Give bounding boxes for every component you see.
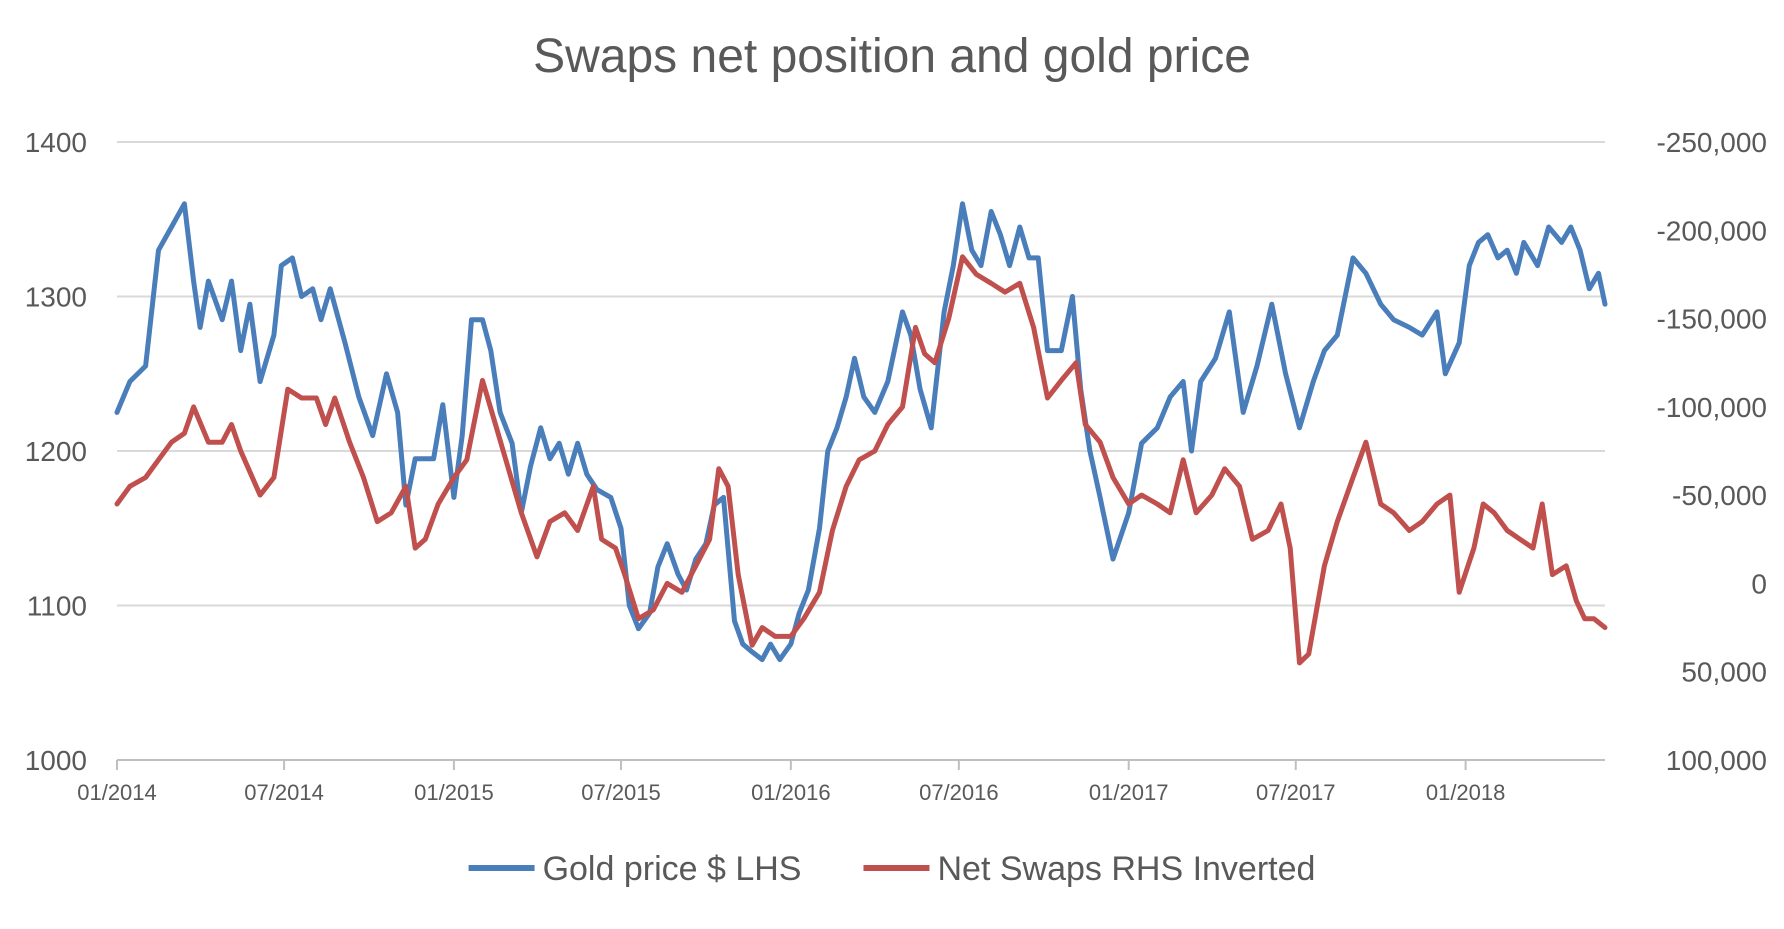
y-left-tick-label: 1300 [25,282,87,313]
y-left-tick-label: 1200 [25,436,87,467]
y-left-tick-label: 1000 [25,745,87,776]
axes: 1000 1100 1200 1300 1400 -250,000 -200,000 -150… [25,127,1767,805]
y-right-tick-label: 0 [1751,568,1767,599]
y-left-tick-label: 1400 [25,127,87,158]
x-tick-label: 07/2014 [244,780,324,805]
y-right-tick-label: -150,000 [1656,304,1767,335]
gridlines [117,141,1605,761]
y-right-tick-label: -200,000 [1656,215,1767,246]
series-line-net-swaps [114,254,1608,666]
x-tick-label: 01/2016 [751,780,831,805]
legend-label: Gold price $ LHS [543,850,802,888]
x-tick-label: 07/2016 [919,780,999,805]
y-right-tick-label: -50,000 [1672,480,1767,511]
y-right-tick-label: 50,000 [1681,657,1767,688]
y-right-tick-label: -250,000 [1656,127,1767,158]
x-tick-label: 01/2015 [414,780,494,805]
y-right-tick-label: -100,000 [1656,392,1767,423]
x-tick-label: 01/2014 [77,780,157,805]
x-tick-label: 01/2018 [1426,780,1506,805]
legend: Gold price $ LHS Net Swaps RHS Inverted [468,850,1315,888]
x-tick-label: 07/2017 [1256,780,1336,805]
x-tick-label: 01/2017 [1089,780,1169,805]
x-tick-label: 07/2015 [581,780,661,805]
y-right-tick-label: 100,000 [1666,745,1767,776]
legend-label: Net Swaps RHS Inverted [937,850,1315,888]
series-lines [114,201,1608,666]
y-left-tick-label: 1100 [27,591,87,622]
chart-title: Swaps net position and gold price [533,30,1251,83]
series-line-gold-price [114,201,1608,663]
